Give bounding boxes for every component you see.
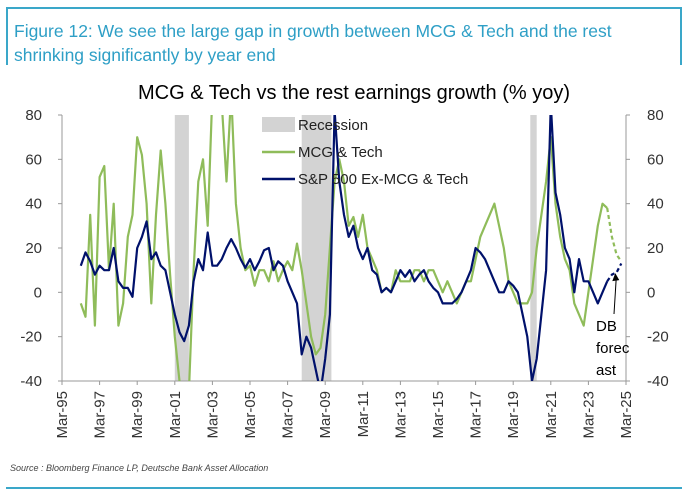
annotation-arrow-line bbox=[613, 277, 617, 315]
y-tick-label-right: 0 bbox=[647, 284, 655, 301]
x-tick-label: Mar-17 bbox=[468, 391, 485, 439]
y-tick-label-left: -20 bbox=[20, 329, 42, 346]
figure-title: Figure 12: We see the large gap in growt… bbox=[14, 21, 612, 65]
x-tick-label: Mar-25 bbox=[618, 391, 635, 439]
x-tick-label: Mar-03 bbox=[204, 391, 221, 439]
legend-label-1: MCG & Tech bbox=[298, 144, 383, 161]
y-tick-label-right: 40 bbox=[647, 196, 664, 213]
bottom-rule bbox=[6, 487, 682, 489]
x-tick-label: Mar-09 bbox=[317, 391, 334, 439]
x-tick-label: Mar-23 bbox=[580, 391, 597, 439]
annotation-text-line: forec bbox=[596, 340, 630, 357]
x-tick-label: Mar-07 bbox=[280, 391, 297, 439]
annotation-arrowhead bbox=[612, 273, 620, 282]
x-tick-label: Mar-21 bbox=[543, 391, 560, 439]
forecast-annotation: DB forec ast bbox=[596, 273, 630, 379]
series-line-3 bbox=[606, 207, 623, 262]
x-tick-label: Mar-05 bbox=[242, 391, 259, 439]
y-tick-label-right: 20 bbox=[647, 240, 664, 257]
x-tick-label: Mar-15 bbox=[430, 391, 447, 439]
chart-legend: Recession MCG & Tech S&P 500 Ex-MCG & Tech bbox=[262, 117, 468, 188]
legend-label-0: Recession bbox=[298, 117, 368, 134]
x-tick-label: Mar-13 bbox=[392, 391, 409, 439]
legend-label-2: S&P 500 Ex-MCG & Tech bbox=[298, 171, 468, 188]
x-tick-label: Mar-97 bbox=[92, 391, 109, 439]
legend-swatch-0 bbox=[262, 117, 295, 132]
series-line-4 bbox=[606, 262, 623, 282]
x-tick-label: Mar-01 bbox=[167, 391, 184, 439]
y-tick-label-right: -40 bbox=[647, 373, 669, 390]
y-tick-label-left: 60 bbox=[25, 151, 42, 168]
annotation-text-line: ast bbox=[596, 362, 617, 379]
x-tick-label: Mar-95 bbox=[54, 391, 71, 439]
y-tick-label-right: 80 bbox=[647, 107, 664, 124]
recession-band-0 bbox=[174, 115, 189, 381]
y-tick-label-right: 60 bbox=[647, 151, 664, 168]
chart-title: MCG & Tech vs the rest earnings growth (… bbox=[137, 82, 570, 104]
series-line-2 bbox=[79, 115, 609, 381]
source-note: Source : Bloomberg Finance LP, Deutsche … bbox=[10, 463, 269, 473]
x-tick-label: Mar-19 bbox=[505, 391, 522, 439]
y-tick-label-left: 80 bbox=[25, 107, 42, 124]
annotation-text-line: DB bbox=[596, 318, 617, 335]
x-tick-label: Mar-11 bbox=[355, 391, 372, 437]
y-tick-label-left: 0 bbox=[34, 284, 42, 301]
figure-header-frame bbox=[6, 7, 682, 65]
x-tick-label: Mar-99 bbox=[129, 391, 146, 439]
recession-band-2 bbox=[530, 115, 537, 381]
y-tick-label-left: -40 bbox=[20, 373, 42, 390]
y-tick-label-left: 20 bbox=[25, 240, 42, 257]
y-tick-label-left: 40 bbox=[25, 196, 42, 213]
y-tick-label-right: -20 bbox=[647, 329, 669, 346]
series-lines bbox=[79, 115, 623, 381]
